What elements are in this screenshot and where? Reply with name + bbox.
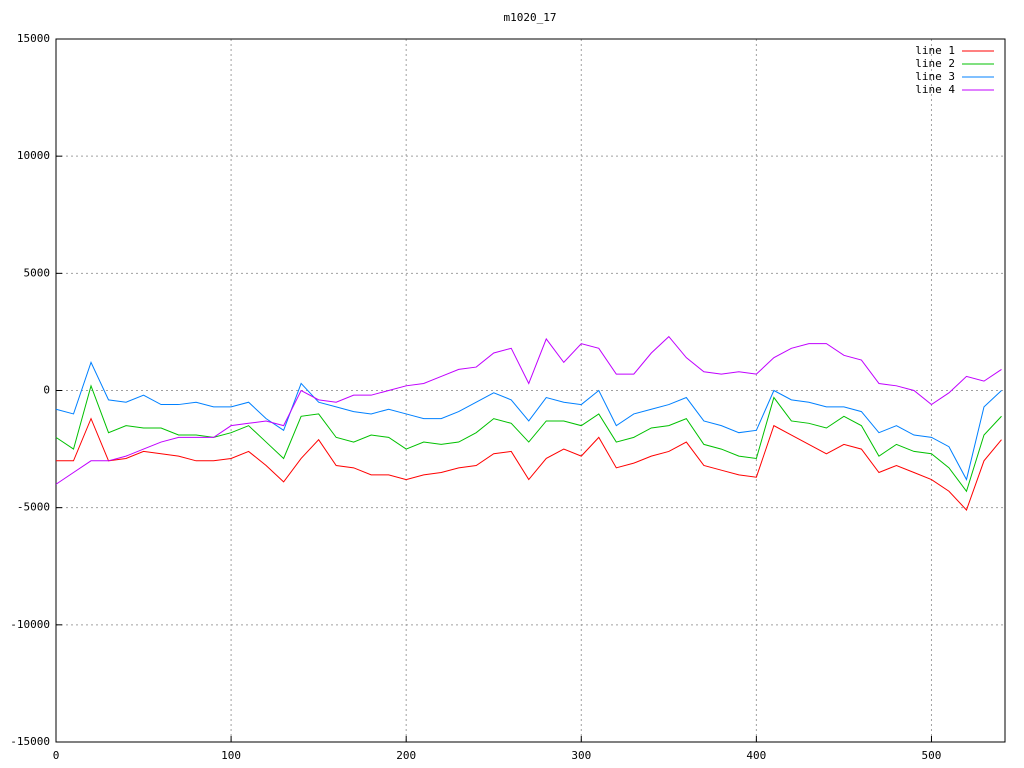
- x-tick-label: 0: [53, 749, 60, 762]
- x-tick-label: 500: [922, 749, 942, 762]
- data-line: [55, 384, 1002, 493]
- plot-frame: [55, 38, 1006, 743]
- y-tick-label: -5000: [17, 501, 50, 514]
- data-line: [55, 361, 1002, 481]
- x-tick-label: 200: [396, 749, 416, 762]
- legend-label: line 2: [915, 57, 955, 70]
- y-tick-label: -10000: [10, 618, 50, 631]
- chart-title: m1020_17: [504, 11, 557, 24]
- y-tick-label: 0: [43, 384, 50, 397]
- y-tick-label: 5000: [24, 266, 51, 279]
- data-line: [56, 417, 1002, 511]
- y-tick-label: 10000: [17, 149, 50, 162]
- data-line: [55, 335, 1002, 485]
- y-tick-label: -15000: [10, 735, 50, 748]
- x-tick-label: 400: [746, 749, 766, 762]
- legend-label: line 1: [915, 44, 955, 57]
- legend-label: line 3: [915, 70, 955, 83]
- x-tick-label: 300: [571, 749, 591, 762]
- legend-label: line 4: [915, 83, 955, 96]
- y-tick-label: 15000: [17, 32, 50, 45]
- x-tick-label: 100: [221, 749, 241, 762]
